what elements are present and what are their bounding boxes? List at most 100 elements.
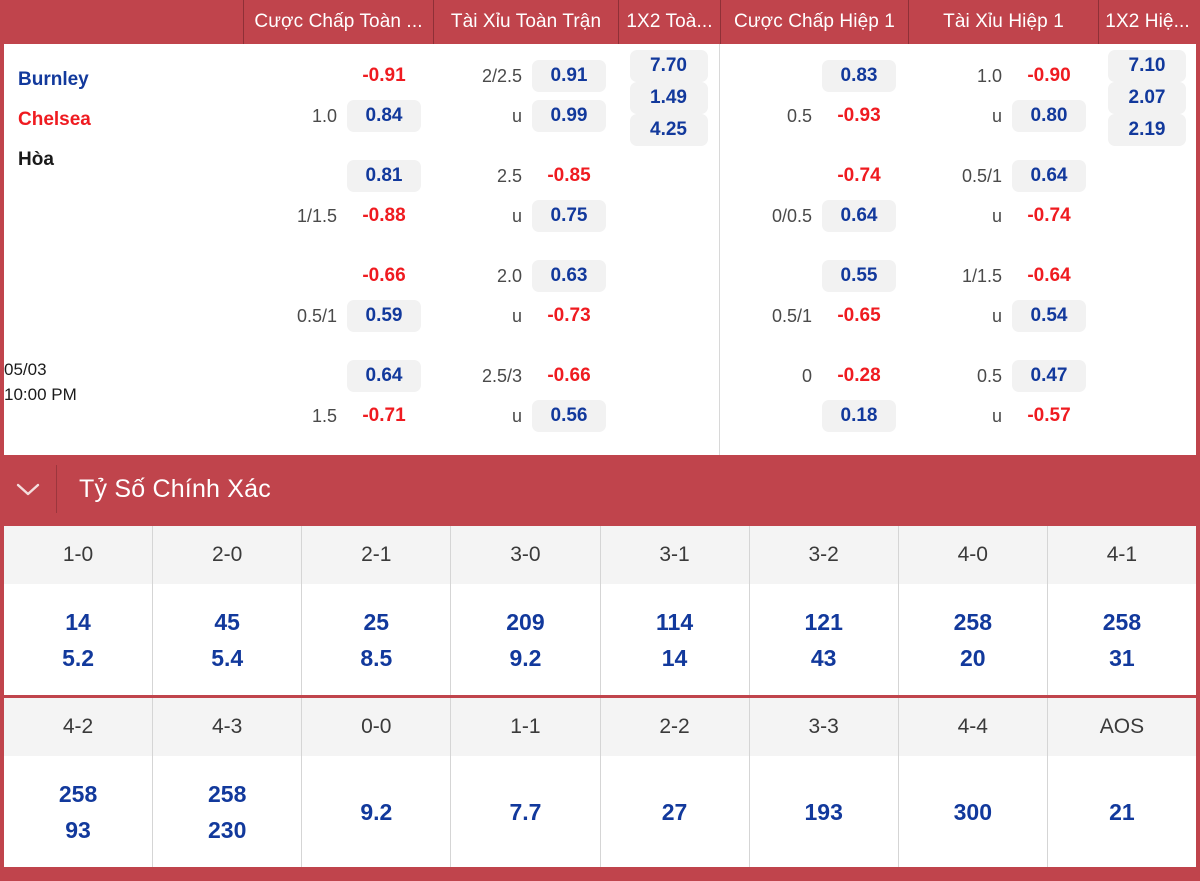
header-1x2-firsthalf[interactable]: 1X2 Hiệ... bbox=[1098, 0, 1196, 44]
handicap-firsthalf-odd-value[interactable]: 0.55 bbox=[822, 260, 896, 292]
correct-score-odd-value[interactable]: 258 bbox=[1102, 608, 1142, 635]
correct-score-cell[interactable]: 114 14 bbox=[601, 584, 750, 695]
correct-score-label: 0-0 bbox=[302, 698, 452, 756]
handicap-fulltime-line: -0.91 bbox=[243, 56, 433, 96]
correct-score-odd-value[interactable]: 9.2 bbox=[360, 798, 393, 825]
correct-score-cell[interactable]: 9.2 bbox=[302, 756, 452, 867]
correct-score-cell[interactable]: 45 5.4 bbox=[153, 584, 303, 695]
onextwo-firsthalf-odd-value[interactable]: 7.10 bbox=[1108, 50, 1186, 82]
correct-score-cell[interactable]: 193 bbox=[750, 756, 899, 867]
correct-score-odd-value[interactable]: 21 bbox=[1109, 798, 1135, 825]
overunder-firsthalf-odd-value[interactable]: 0.47 bbox=[1012, 360, 1086, 392]
overunder-firsthalf-odd-value[interactable]: -0.74 bbox=[1027, 205, 1071, 226]
correct-score-cell[interactable]: 27 bbox=[601, 756, 750, 867]
overunder-fulltime-odd-value[interactable]: 0.99 bbox=[532, 100, 606, 132]
overunder-firsthalf-odd-value[interactable]: 0.64 bbox=[1012, 160, 1086, 192]
handicap-firsthalf-odd-value[interactable]: 0.83 bbox=[822, 60, 896, 92]
header-overunder-fulltime[interactable]: Tài Xỉu Toàn Trận bbox=[433, 0, 618, 44]
overunder-fulltime-odd-value[interactable]: 0.75 bbox=[532, 200, 606, 232]
correct-score-odd-value[interactable]: 7.7 bbox=[509, 798, 542, 825]
correct-score-header[interactable]: Tỷ Số Chính Xác bbox=[0, 455, 1200, 523]
handicap-fulltime-odd-value[interactable]: -0.88 bbox=[362, 205, 406, 226]
handicap-firsthalf-odd-value[interactable]: -0.65 bbox=[837, 305, 881, 326]
correct-score-odd-value[interactable]: 27 bbox=[661, 798, 688, 825]
overunder-fulltime-odd-value[interactable]: 0.63 bbox=[532, 260, 606, 292]
correct-score-odd-value[interactable]: 20 bbox=[960, 644, 986, 671]
correct-score-odd-value[interactable]: 258 bbox=[58, 780, 98, 807]
header-handicap-firsthalf[interactable]: Cược Chấp Hiệp 1 bbox=[720, 0, 908, 44]
correct-score-cell[interactable]: 21 bbox=[1048, 756, 1196, 867]
correct-score-odd-value[interactable]: 9.2 bbox=[509, 644, 542, 671]
overunder-fulltime-odd-value[interactable]: -0.66 bbox=[547, 365, 591, 386]
handicap-firsthalf-odd-value[interactable]: -0.93 bbox=[837, 105, 881, 126]
correct-score-odd-value[interactable]: 5.2 bbox=[62, 644, 95, 671]
onextwo-fulltime-odd-value[interactable]: 7.70 bbox=[629, 50, 708, 82]
onextwo-firsthalf-odd-value[interactable]: 2.19 bbox=[1108, 114, 1186, 146]
handicap-fulltime-odd-value[interactable]: 0.81 bbox=[347, 160, 421, 192]
handicap-fulltime-odd-value[interactable]: 0.84 bbox=[347, 100, 421, 132]
correct-score-odd-value[interactable]: 258 bbox=[953, 608, 992, 635]
correct-score-odd-value[interactable]: 209 bbox=[506, 608, 545, 635]
correct-score-cell[interactable]: 121 43 bbox=[750, 584, 899, 695]
correct-score-cell[interactable]: 258 20 bbox=[899, 584, 1048, 695]
correct-score-odd-value[interactable]: 300 bbox=[953, 798, 992, 825]
correct-score-cell[interactable]: 300 bbox=[899, 756, 1048, 867]
handicap-firsthalf-odd-value[interactable]: 0.64 bbox=[822, 200, 896, 232]
chevron-down-icon[interactable] bbox=[0, 455, 56, 523]
correct-score-odd-value[interactable]: 31 bbox=[1109, 644, 1135, 671]
header-handicap-fulltime[interactable]: Cược Chấp Toàn ... bbox=[243, 0, 433, 44]
correct-score-odd-value[interactable]: 114 bbox=[656, 608, 694, 635]
correct-score-cell[interactable]: 258 93 bbox=[4, 756, 154, 867]
handicap-fulltime-odd-value[interactable]: 0.64 bbox=[347, 360, 421, 392]
correct-score-label: 4-4 bbox=[899, 698, 1048, 756]
correct-score-cell[interactable]: 209 9.2 bbox=[451, 584, 601, 695]
overunder-firsthalf-odd-value[interactable]: -0.57 bbox=[1027, 405, 1071, 426]
handicap-fulltime-odd-value[interactable]: 0.59 bbox=[347, 300, 421, 332]
correct-score-odd-value[interactable]: 8.5 bbox=[360, 644, 393, 671]
overunder-fulltime-odd-value[interactable]: -0.85 bbox=[547, 165, 591, 186]
correct-score-cell[interactable]: 14 5.2 bbox=[4, 584, 154, 695]
overunder-fulltime-odd-value[interactable]: 0.56 bbox=[532, 400, 606, 432]
handicap-firsthalf-odd-value[interactable]: -0.28 bbox=[837, 365, 881, 386]
correct-score-odd-value[interactable]: 121 bbox=[804, 608, 843, 635]
correct-score-odd-value[interactable]: 5.4 bbox=[211, 644, 244, 671]
correct-score-label: 1-1 bbox=[451, 698, 601, 756]
correct-score-odd-value[interactable]: 45 bbox=[214, 608, 240, 635]
correct-score-odd-value[interactable]: 43 bbox=[810, 644, 837, 671]
correct-score-value-row: 258 93 258 230 9.2 7.7 27 193 300 21 bbox=[4, 756, 1196, 867]
overunder-fulltime-handicap-label: u bbox=[511, 105, 522, 126]
header-overunder-firsthalf[interactable]: Tài Xỉu Hiệp 1 bbox=[908, 0, 1098, 44]
handicap-fulltime-odd-value[interactable]: -0.66 bbox=[362, 265, 406, 286]
onextwo-firsthalf-odd-value[interactable]: 2.07 bbox=[1108, 82, 1186, 114]
correct-score-cell[interactable]: 258 31 bbox=[1048, 584, 1196, 695]
handicap-fulltime-odd-value[interactable]: -0.71 bbox=[362, 405, 406, 426]
overunder-firsthalf-odd-value[interactable]: -0.90 bbox=[1027, 65, 1071, 86]
overunder-fulltime-odd-value[interactable]: -0.73 bbox=[547, 305, 591, 326]
overunder-firsthalf-odd-value[interactable]: 0.80 bbox=[1012, 100, 1086, 132]
overunder-fulltime-handicap-label: 2.5/3 bbox=[481, 365, 522, 386]
handicap-fulltime-odd-value[interactable]: -0.91 bbox=[362, 65, 406, 86]
correct-score-odd-value[interactable]: 193 bbox=[804, 798, 843, 825]
handicap-firsthalf-odd-value[interactable]: -0.74 bbox=[837, 165, 881, 186]
correct-score-odd-value[interactable]: 14 bbox=[65, 608, 91, 635]
onextwo-fulltime-odd-value[interactable]: 4.25 bbox=[629, 114, 708, 146]
overunder-fulltime-odd-value[interactable]: 0.91 bbox=[532, 60, 606, 92]
correct-score-label-row: 1-0 2-0 2-1 3-0 3-1 3-2 4-0 4-1 bbox=[4, 526, 1196, 584]
odds-board-header: Cược Chấp Toàn ... Tài Xỉu Toàn Trận 1X2… bbox=[4, 0, 1196, 44]
onextwo-fulltime-odd-value[interactable]: 1.49 bbox=[629, 82, 708, 114]
overunder-fulltime-line: 2.5/3 -0.66 bbox=[433, 356, 618, 396]
handicap-fulltime-handicap-label: 1.5 bbox=[311, 405, 337, 426]
handicap-firsthalf-odd-value[interactable]: 0.18 bbox=[822, 400, 896, 432]
correct-score-cell[interactable]: 25 8.5 bbox=[302, 584, 452, 695]
header-1x2-fulltime[interactable]: 1X2 Toà... bbox=[618, 0, 720, 44]
correct-score-odd-value[interactable]: 230 bbox=[208, 816, 247, 843]
overunder-firsthalf-odd-value[interactable]: 0.54 bbox=[1012, 300, 1086, 332]
correct-score-odd-value[interactable]: 93 bbox=[65, 816, 91, 843]
correct-score-cell[interactable]: 7.7 bbox=[451, 756, 601, 867]
onextwo-fulltime-line: 1.49 bbox=[618, 82, 719, 114]
overunder-firsthalf-odd-value[interactable]: -0.64 bbox=[1027, 265, 1071, 286]
correct-score-odd-value[interactable]: 25 bbox=[363, 608, 390, 635]
correct-score-odd-value[interactable]: 258 bbox=[208, 780, 247, 807]
correct-score-cell[interactable]: 258 230 bbox=[153, 756, 303, 867]
correct-score-odd-value[interactable]: 14 bbox=[661, 644, 688, 671]
